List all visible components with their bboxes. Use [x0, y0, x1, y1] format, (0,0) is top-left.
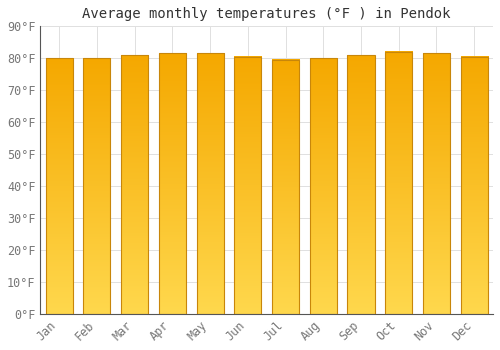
- Bar: [84, 58, 110, 314]
- Bar: [159, 54, 186, 314]
- Bar: [196, 54, 224, 314]
- Bar: [234, 57, 262, 314]
- Bar: [423, 54, 450, 314]
- Bar: [460, 57, 488, 314]
- Bar: [272, 60, 299, 314]
- Bar: [310, 58, 337, 314]
- Bar: [348, 55, 374, 314]
- Bar: [121, 55, 148, 314]
- Bar: [46, 58, 73, 314]
- Title: Average monthly temperatures (°F ) in Pendok: Average monthly temperatures (°F ) in Pe…: [82, 7, 451, 21]
- Bar: [385, 52, 412, 314]
